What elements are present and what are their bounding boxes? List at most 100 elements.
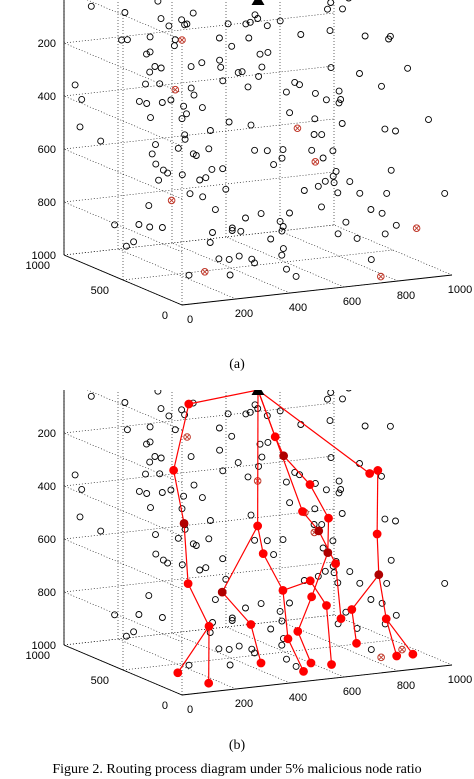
sensor-node bbox=[215, 255, 223, 263]
sensor-node bbox=[180, 492, 188, 500]
sensor-node bbox=[235, 642, 243, 650]
route-node bbox=[258, 549, 268, 559]
z-tick-label: 200 bbox=[38, 428, 56, 440]
grid-line bbox=[171, 632, 291, 684]
sensor-node bbox=[381, 125, 389, 133]
sensor-node bbox=[242, 214, 249, 222]
sensor-node bbox=[255, 462, 263, 470]
sensor-node bbox=[242, 410, 250, 418]
sensor-node bbox=[392, 221, 400, 229]
sensor-node bbox=[151, 453, 159, 460]
route-edge bbox=[283, 455, 311, 485]
sensor-node bbox=[199, 193, 207, 201]
malicious-mark bbox=[168, 197, 175, 204]
sensor-node bbox=[87, 392, 95, 400]
grid-line bbox=[63, 65, 335, 97]
sensor-node bbox=[264, 48, 272, 56]
sensor-node bbox=[145, 592, 153, 600]
grid-line bbox=[63, 201, 183, 253]
sensor-node bbox=[186, 190, 194, 198]
route-node bbox=[293, 626, 303, 636]
sensor-node bbox=[338, 120, 346, 127]
route-edge bbox=[351, 574, 380, 610]
sensor-node bbox=[158, 489, 166, 496]
sensor-node bbox=[226, 661, 234, 669]
sensor-node bbox=[174, 534, 182, 542]
route-node bbox=[217, 587, 227, 597]
sensor-node bbox=[211, 206, 219, 214]
sensor-node bbox=[346, 178, 354, 186]
y-tick-label: 500 bbox=[91, 675, 109, 687]
sensor-node bbox=[248, 255, 256, 263]
sensor-node bbox=[264, 438, 272, 446]
grid-line bbox=[63, 561, 335, 593]
sensor-node bbox=[234, 459, 242, 467]
sensor-node bbox=[164, 169, 172, 177]
sensor-node bbox=[383, 579, 391, 587]
malicious-mark bbox=[184, 434, 190, 440]
sensor-node bbox=[270, 161, 278, 169]
sensor-node bbox=[151, 63, 159, 70]
route-node bbox=[365, 469, 375, 478]
sensor-node bbox=[178, 171, 186, 179]
sensor-node bbox=[71, 81, 79, 89]
route-edge bbox=[173, 403, 190, 471]
sensor-node bbox=[219, 165, 227, 173]
sensor-node bbox=[215, 424, 223, 432]
route-node bbox=[331, 559, 341, 569]
sensor-node bbox=[283, 265, 290, 273]
sensor-node bbox=[314, 182, 322, 190]
sensor-node bbox=[263, 147, 271, 155]
sensor-node bbox=[209, 229, 216, 236]
sensor-node bbox=[383, 189, 391, 197]
route-edge bbox=[376, 533, 380, 575]
route-edge bbox=[297, 596, 313, 632]
route-edge bbox=[376, 470, 379, 535]
sensor-node bbox=[228, 617, 236, 624]
sensor-node bbox=[158, 614, 166, 621]
route-node bbox=[327, 660, 336, 669]
grid-line bbox=[63, 485, 183, 537]
sensor-node bbox=[143, 490, 151, 497]
route-edge bbox=[221, 525, 259, 593]
malicious-node bbox=[183, 433, 191, 441]
malicious-node bbox=[398, 645, 406, 654]
z-tick-label: 1000 bbox=[32, 250, 56, 262]
route-node bbox=[298, 507, 307, 516]
route-node bbox=[306, 658, 316, 668]
route-node bbox=[392, 651, 402, 661]
route-edge bbox=[177, 625, 210, 674]
route-edge bbox=[173, 470, 185, 524]
sensor-node bbox=[255, 72, 263, 80]
sensor-node bbox=[319, 154, 327, 162]
x-tick-label: 400 bbox=[289, 302, 307, 314]
sensor-node bbox=[164, 559, 172, 567]
sensor-node bbox=[339, 395, 346, 403]
panel-label-a: (a) bbox=[229, 357, 245, 372]
sensor-node bbox=[327, 0, 335, 6]
z-tick-label: 800 bbox=[38, 197, 56, 209]
grid-line bbox=[225, 236, 345, 288]
sensor-node bbox=[276, 217, 284, 225]
route-edge bbox=[311, 552, 329, 598]
sensor-node bbox=[322, 96, 330, 104]
route-node bbox=[314, 526, 324, 536]
sensor-node bbox=[326, 417, 334, 425]
sensor-node bbox=[145, 202, 153, 210]
grid-line bbox=[63, 538, 183, 590]
route-node bbox=[184, 399, 194, 409]
x-tick-label: 1000 bbox=[448, 284, 472, 296]
malicious-node bbox=[293, 124, 302, 133]
sensor-node bbox=[345, 0, 352, 2]
sensor-node bbox=[361, 422, 369, 430]
y-tick-label: 0 bbox=[162, 310, 168, 322]
sensor-node bbox=[167, 486, 175, 494]
sensor-node bbox=[353, 234, 361, 242]
route-edge bbox=[257, 389, 276, 438]
sensor-node bbox=[198, 494, 206, 502]
x-tick-label: 200 bbox=[235, 308, 253, 320]
sensor-node bbox=[146, 423, 154, 431]
panel-label-b: (b) bbox=[228, 738, 246, 753]
sensor-node bbox=[157, 64, 165, 72]
x-tick-label: 0 bbox=[187, 704, 193, 716]
